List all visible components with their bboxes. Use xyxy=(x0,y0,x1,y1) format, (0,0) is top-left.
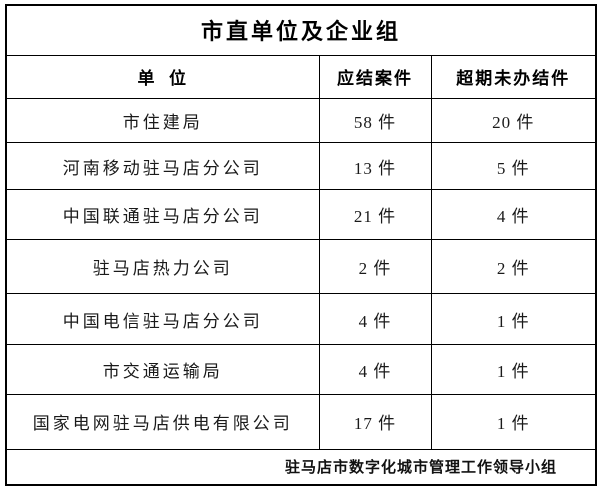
overdue-cell: 1 件 xyxy=(430,394,597,450)
table-row: 市住建局 58 件 20 件 xyxy=(5,97,597,144)
unit-cell: 市住建局 xyxy=(5,97,320,144)
overdue-cell: 20 件 xyxy=(430,97,597,144)
column-header-pending: 应结案件 xyxy=(318,54,432,99)
footer-signature: 驻马店市数字化城市管理工作领导小组 xyxy=(5,448,597,486)
overdue-cell: 5 件 xyxy=(430,142,597,191)
overdue-cell: 2 件 xyxy=(430,239,597,295)
pending-cell: 58 件 xyxy=(318,97,432,144)
overdue-cell: 1 件 xyxy=(430,344,597,396)
footer-row: 驻马店市数字化城市管理工作领导小组 xyxy=(5,448,597,486)
overdue-cell: 4 件 xyxy=(430,189,597,241)
pending-cell: 21 件 xyxy=(318,189,432,241)
pending-cell: 4 件 xyxy=(318,344,432,396)
header-row: 单 位 应结案件 超期未办结件 xyxy=(5,54,597,99)
pending-cell: 13 件 xyxy=(318,142,432,191)
table-title: 市直单位及企业组 xyxy=(5,4,597,56)
column-header-unit: 单 位 xyxy=(5,54,320,99)
unit-cell: 中国联通驻马店分公司 xyxy=(5,189,320,241)
pending-cell: 17 件 xyxy=(318,394,432,450)
report-table: 市直单位及企业组 单 位 应结案件 超期未办结件 市住建局 58 件 20 件河南移… xyxy=(5,4,598,486)
unit-cell: 中国电信驻马店分公司 xyxy=(5,293,320,346)
pending-cell: 4 件 xyxy=(318,293,432,346)
column-header-overdue: 超期未办结件 xyxy=(430,54,597,99)
unit-cell: 河南移动驻马店分公司 xyxy=(5,142,320,191)
pending-cell: 2 件 xyxy=(318,239,432,295)
unit-cell: 市交通运输局 xyxy=(5,344,320,396)
overdue-cell: 1 件 xyxy=(430,293,597,346)
unit-cell: 国家电网驻马店供电有限公司 xyxy=(5,394,320,450)
unit-cell: 驻马店热力公司 xyxy=(5,239,320,295)
title-row: 市直单位及企业组 xyxy=(5,4,597,56)
